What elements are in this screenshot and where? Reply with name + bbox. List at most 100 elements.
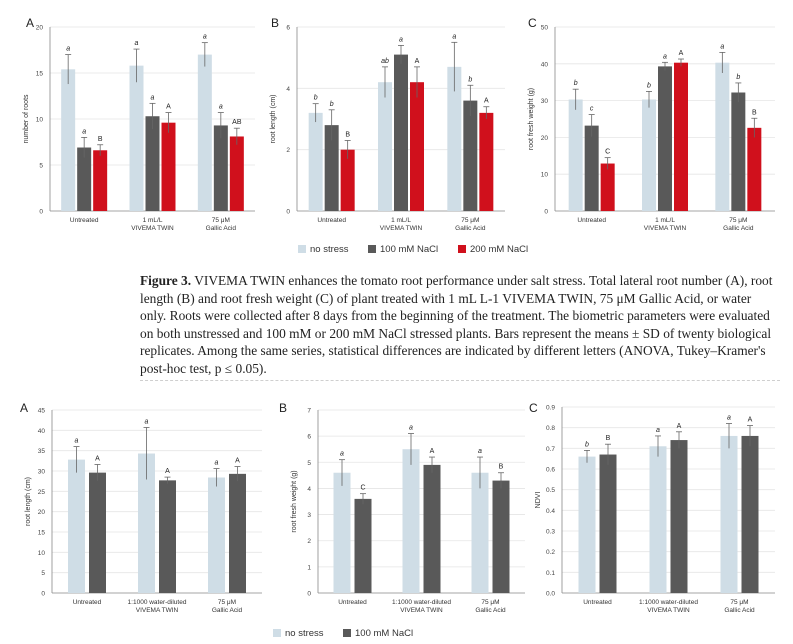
y-tick-label: 2 <box>286 147 290 154</box>
x-tick-label: Gallic Acid <box>206 225 237 232</box>
bar <box>402 449 420 593</box>
x-tick-label: 1:1000 water-diluted <box>639 599 698 606</box>
significance-letter: b <box>574 80 578 87</box>
x-tick-label: 75 μM <box>218 599 236 606</box>
legend-label: no stress <box>285 628 324 639</box>
y-tick-label: 0.7 <box>546 446 555 453</box>
significance-letter: AB <box>232 119 242 126</box>
caption-text: VIVEMA TWIN enhances the tomato root per… <box>140 273 773 376</box>
y-tick-label: 0 <box>307 591 311 598</box>
bar <box>197 54 212 211</box>
bar <box>674 62 688 211</box>
x-tick-label: VIVEMA TWIN <box>136 607 179 614</box>
y-tick-label: 10 <box>36 117 44 124</box>
bar <box>599 454 617 593</box>
y-tick-label: 5 <box>307 460 311 467</box>
y-tick-label: 0.3 <box>546 529 555 536</box>
y-tick-label: 25 <box>38 489 46 496</box>
figure-caption: Figure 3. VIVEMA TWIN enhances the tomat… <box>140 272 780 378</box>
significance-letter: A <box>484 98 489 105</box>
y-tick-label: 10 <box>38 550 46 557</box>
bar <box>145 116 160 211</box>
significance-letter: b <box>647 82 651 89</box>
significance-letter: ab <box>381 58 389 65</box>
bar <box>471 472 489 593</box>
y-tick-label: 10 <box>541 172 549 179</box>
y-tick-label: 20 <box>36 25 44 32</box>
significance-letter: a <box>75 438 79 445</box>
panel-letter: B <box>279 401 287 415</box>
legend-label: no stress <box>310 244 349 255</box>
bar <box>670 440 688 593</box>
bar <box>492 480 510 593</box>
bar <box>159 480 176 593</box>
y-tick-label: 6 <box>307 434 311 441</box>
bar <box>229 473 246 593</box>
bar <box>68 459 85 593</box>
x-tick-label: 75 μM <box>212 217 230 224</box>
bar <box>731 92 746 211</box>
y-tick-label: 0.1 <box>546 570 555 577</box>
x-tick-label: Untreated <box>73 599 102 606</box>
y-tick-label: 1 <box>307 564 311 571</box>
bar <box>720 435 738 593</box>
x-tick-label: 1 mL/L <box>143 217 163 224</box>
significance-letter: A <box>165 468 170 475</box>
panel-letter: A <box>26 16 34 30</box>
y-tick-label: 0.4 <box>546 508 555 515</box>
y-tick-label: 5 <box>39 163 43 170</box>
y-tick-label: 30 <box>38 469 46 476</box>
significance-letter: b <box>736 74 740 81</box>
y-tick-label: 0.5 <box>546 487 555 494</box>
significance-letter: a <box>399 36 403 43</box>
y-tick-label: 40 <box>38 428 46 435</box>
significance-letter: a <box>727 415 731 422</box>
legend-swatch <box>273 629 281 637</box>
x-tick-label: 1 mL/L <box>655 217 675 224</box>
significance-letter: a <box>66 46 70 53</box>
significance-letter: B <box>345 131 350 138</box>
chart-panel-c-top: C 0 10 20 30 40 50 root fresh weight (g) b c C Untr… <box>528 16 775 232</box>
significance-letter: a <box>452 33 456 40</box>
significance-letter: a <box>478 448 482 455</box>
bar <box>77 147 92 211</box>
significance-letter: A <box>235 458 240 465</box>
legend-swatch <box>368 245 376 253</box>
panel-letter: B <box>271 16 279 30</box>
y-tick-label: 50 <box>541 25 549 32</box>
y-tick-label: 4 <box>307 486 311 493</box>
x-tick-label: 75 μM <box>729 217 747 224</box>
y-tick-label: 35 <box>38 448 46 455</box>
significance-letter: B <box>606 435 611 442</box>
y-axis-label: root fresh weight (g) <box>528 88 535 150</box>
x-tick-label: VIVEMA TWIN <box>647 607 690 614</box>
significance-letter: a <box>215 460 219 467</box>
x-tick-label: 1:1000 water-diluted <box>128 599 187 606</box>
bar <box>578 456 596 593</box>
bar <box>463 100 478 211</box>
significance-letter: a <box>135 40 139 47</box>
x-tick-label: 75 μM <box>730 599 748 606</box>
panel-letter: C <box>529 401 538 415</box>
y-axis-label: NDVI <box>535 492 542 509</box>
x-tick-label: Gallic Acid <box>212 607 243 614</box>
y-axis-label: root length (cm) <box>270 94 277 143</box>
bar <box>378 82 392 211</box>
y-tick-label: 0.6 <box>546 467 555 474</box>
legend-label: 100 mM NaCl <box>380 244 438 255</box>
x-tick-label: 1 mL/L <box>391 217 411 224</box>
bar <box>340 149 355 211</box>
bar <box>568 99 583 211</box>
significance-letter: A <box>679 50 684 57</box>
significance-letter: b <box>314 95 318 102</box>
significance-letter: a <box>145 418 149 425</box>
y-tick-label: 30 <box>541 98 549 105</box>
x-tick-label: Gallic Acid <box>455 225 486 232</box>
significance-letter: C <box>360 485 365 492</box>
bar <box>89 472 106 593</box>
significance-letter: A <box>430 448 435 455</box>
bar <box>324 125 339 211</box>
y-tick-label: 2 <box>307 538 311 545</box>
